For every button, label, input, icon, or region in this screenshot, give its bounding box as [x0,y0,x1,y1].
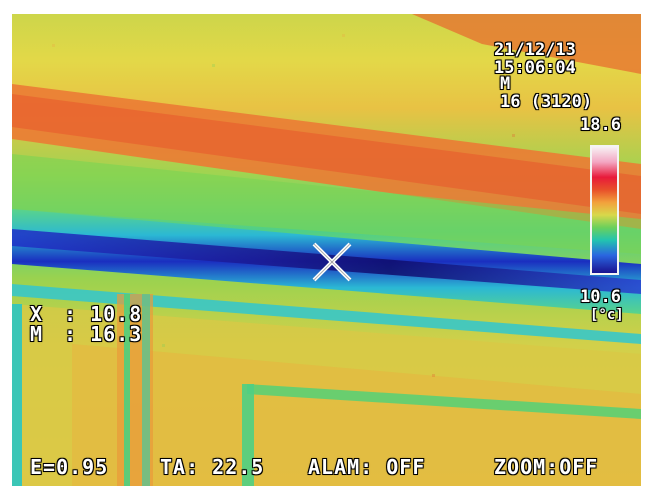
time-readout: 15:06:04 [494,58,576,78]
temperature-color-scale [590,145,619,275]
scale-min-value: 10.6 [580,287,621,307]
max-point-value: : 16.3 [64,322,143,346]
max-point-label: M [30,322,44,346]
cursor-point-label: X [30,302,44,326]
zoom-status: ZOOM:OFF [494,455,599,479]
scale-max-value: 18.6 [580,115,621,135]
unit-label: [°c] [590,307,624,323]
range-readout: 16 (3120) [500,92,593,112]
mode-readout: M [500,74,511,94]
thermal-image-frame: 21/12/13 15:06:04 M 16 (3120) 18.6 10.6 … [12,14,641,486]
alarm-status: ALAM: OFF [308,455,426,479]
emissivity-readout: E=0.95 [30,455,109,479]
ambient-temperature-readout: TA: 22.5 [160,455,265,479]
thermal-image [12,14,641,486]
date-readout: 21/12/13 [494,40,576,60]
crosshair-x-icon [312,242,352,282]
cursor-point-value: : 10.8 [64,302,143,326]
